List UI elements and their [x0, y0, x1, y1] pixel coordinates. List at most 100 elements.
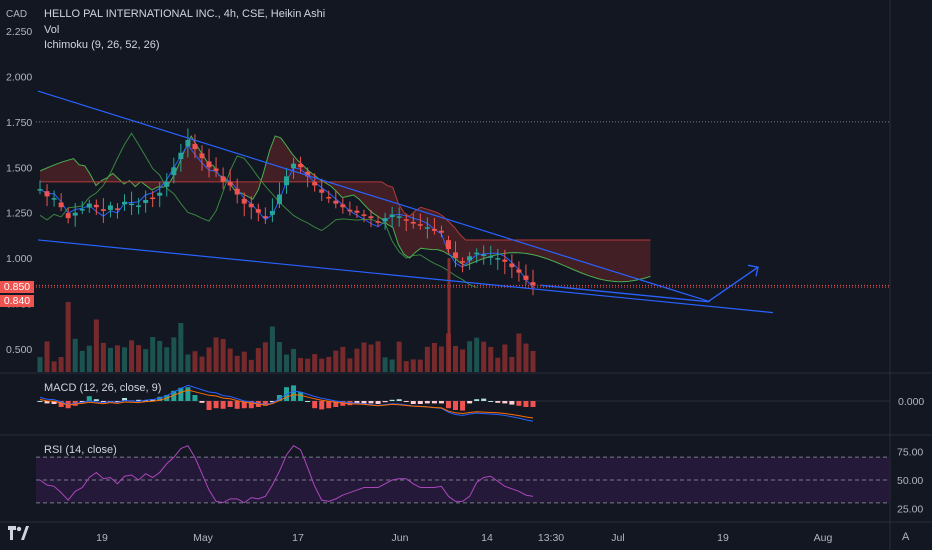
candle-body [368, 216, 374, 219]
x-tick-label: May [193, 532, 214, 544]
candle-body [284, 176, 289, 186]
candle-body [347, 209, 353, 212]
volume-bar [298, 358, 304, 372]
candle-body [509, 263, 515, 268]
candle-body [37, 189, 43, 191]
volume-bar [255, 348, 261, 372]
macd-histogram-bar [481, 398, 487, 401]
candle-body [410, 221, 416, 224]
rsi-legend[interactable]: RSI (14, close) [44, 444, 117, 456]
volume-bar [157, 340, 163, 372]
candle-body [445, 240, 451, 250]
volume-bar [262, 342, 268, 372]
volume-bar [93, 319, 99, 372]
volume-bar [502, 344, 508, 372]
volume-bar [79, 350, 85, 372]
ichimoku-legend[interactable]: Ichimoku (9, 26, 52, 26) [44, 39, 160, 51]
volume-legend[interactable]: Vol [44, 24, 60, 36]
y-tick-label: 0.500 [6, 344, 32, 356]
volume-bar [410, 359, 416, 372]
volume-bar [333, 350, 339, 372]
candle-body [122, 201, 128, 205]
volume-bar [488, 346, 494, 372]
x-tick-label: 14 [481, 532, 493, 544]
macd-histogram-bar [114, 401, 120, 402]
volume-bar [199, 356, 205, 372]
candle-body [523, 275, 529, 280]
candle-body [107, 205, 113, 210]
signal-line [39, 389, 534, 419]
volume-bar [347, 358, 353, 372]
price-tag-high: 0.850 [0, 281, 34, 293]
macd-histogram-bar [143, 400, 149, 402]
macd-histogram-bar [467, 401, 473, 404]
volume-bar [340, 346, 346, 372]
candle-body [460, 261, 466, 263]
symbol-title[interactable]: HELLO PAL INTERNATIONAL INC., 4h, CSE, H… [44, 8, 326, 20]
macd-histogram-bar [354, 401, 360, 404]
candle-body [495, 258, 501, 260]
candle-body [403, 219, 409, 221]
candle-body [185, 140, 191, 147]
candle-body [79, 209, 85, 211]
candle-body [424, 227, 430, 229]
volume-bar [460, 349, 466, 372]
auto-scale-button[interactable]: A [902, 531, 910, 543]
macd-histogram-bar [241, 401, 247, 409]
rsi-y-tick: 50.00 [897, 475, 923, 487]
macd-histogram-bar [86, 396, 92, 401]
candle-body [129, 203, 135, 206]
macd-histogram-bar [58, 401, 64, 407]
candle-body [396, 216, 402, 218]
volume-bar [368, 344, 374, 372]
candle-body [100, 209, 106, 211]
volume-bar [122, 347, 128, 372]
volume-bar [37, 357, 43, 372]
candle-body [44, 191, 50, 197]
rsi-y-tick: 75.00 [897, 446, 923, 458]
macd-histogram-bar [424, 401, 430, 404]
macd-histogram-bar [122, 398, 128, 401]
volume-bar [509, 356, 515, 372]
volume-bar [453, 346, 459, 372]
chikou-line [39, 132, 477, 288]
candle-body [382, 218, 388, 222]
candle-body [255, 209, 261, 213]
volume-bar [284, 354, 289, 372]
candle-body [453, 252, 459, 259]
candle-body [431, 228, 437, 231]
candle-body [213, 168, 219, 171]
macd-histogram-bar [213, 401, 219, 409]
macd-histogram-bar [262, 401, 268, 406]
volume-bar [269, 326, 275, 372]
volume-bar [114, 345, 120, 372]
macd-legend[interactable]: MACD (12, 26, close, 9) [44, 382, 162, 394]
candle-body [467, 256, 473, 261]
macd-histogram-bar [502, 401, 508, 404]
rsi-pane: 75.00 50.00 25.00 [36, 445, 923, 516]
volume-bar [171, 337, 177, 372]
tradingview-logo-icon[interactable] [6, 524, 30, 542]
macd-histogram-bar [248, 401, 254, 409]
macd-histogram-bar [495, 401, 501, 403]
macd-histogram-bar [453, 401, 459, 410]
macd-y-tick: 0.000 [898, 396, 924, 408]
volume-bar [72, 338, 78, 372]
volume-bar [150, 337, 156, 372]
volume-bar [164, 347, 170, 372]
candle-body [136, 205, 142, 207]
macd-histogram-bar [206, 401, 212, 410]
price-axis: 2.2502.0001.7501.5001.2501.0000.7500.500… [6, 26, 832, 544]
volume-bar [417, 359, 423, 372]
volume-bar [305, 358, 311, 372]
volume-bar [389, 359, 395, 372]
volume-bar [136, 345, 142, 372]
macd-histogram-bar [375, 401, 381, 404]
x-tick-label: 19 [717, 532, 729, 544]
currency-label: CAD [6, 9, 28, 20]
candle-body [51, 198, 57, 200]
volume-bar [319, 358, 325, 372]
